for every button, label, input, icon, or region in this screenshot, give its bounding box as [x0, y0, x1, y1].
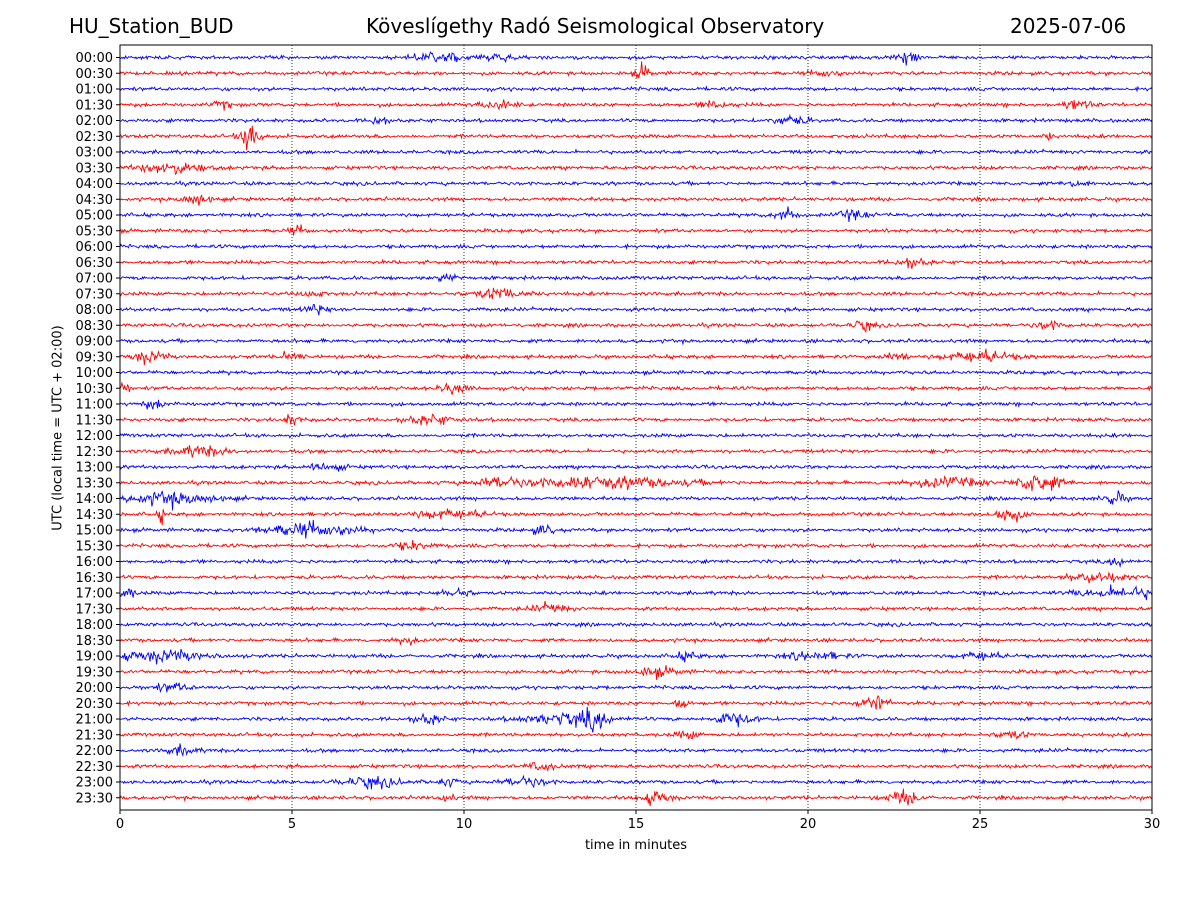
x-axis-label: time in minutes: [584, 838, 688, 853]
trace-0900: [119, 337, 1153, 346]
x-tick-label-6: 30: [1144, 817, 1161, 832]
y-tick-label-0: 00:00: [76, 51, 113, 66]
y-tick-label-21: 10:30: [76, 382, 113, 397]
y-tick-label-36: 18:00: [76, 618, 113, 633]
trace-0500: [119, 206, 1153, 222]
trace-0030: [119, 61, 1153, 79]
y-tick-label-40: 20:00: [76, 681, 113, 696]
trace-0430: [119, 194, 1153, 206]
x-tick-label-5: 25: [972, 817, 989, 832]
trace-1800: [119, 620, 1153, 629]
y-axis-label: UTC (local time = UTC + 02:00): [50, 325, 66, 531]
y-tick-label-13: 06:30: [76, 256, 113, 271]
y-tick-label-19: 09:30: [76, 350, 113, 365]
y-tick-label-5: 02:30: [76, 130, 113, 145]
y-tick-label-9: 04:30: [76, 193, 113, 208]
trace-1000: [119, 369, 1153, 377]
y-tick-label-26: 13:00: [76, 461, 113, 476]
y-tick-label-12: 06:00: [76, 240, 113, 255]
trace-1900: [119, 648, 1153, 665]
y-tick-label-45: 22:30: [76, 760, 113, 775]
trace-1100: [119, 399, 1153, 410]
y-tick-label-27: 13:30: [76, 476, 113, 491]
x-tick-label-2: 10: [456, 817, 473, 832]
y-tick-label-2: 01:00: [76, 83, 113, 98]
y-tick-label-4: 02:00: [76, 114, 113, 129]
y-tick-label-34: 17:00: [76, 587, 113, 602]
y-tick-label-42: 21:00: [76, 713, 113, 728]
y-tick-label-14: 07:00: [76, 272, 113, 287]
y-tick-label-44: 22:00: [76, 744, 113, 759]
y-tick-label-17: 08:30: [76, 319, 113, 334]
y-tick-label-32: 16:00: [76, 555, 113, 570]
y-tick-label-24: 12:00: [76, 429, 113, 444]
trace-2300: [119, 774, 1153, 791]
y-tick-label-1: 00:30: [76, 67, 113, 82]
y-tick-label-41: 20:30: [76, 697, 113, 712]
y-tick-label-30: 15:00: [76, 524, 113, 539]
trace-0300: [119, 148, 1153, 156]
y-tick-label-35: 17:30: [76, 602, 113, 617]
y-tick-label-39: 19:30: [76, 665, 113, 680]
y-tick-label-37: 18:30: [76, 634, 113, 649]
trace-0830: [120, 319, 1153, 334]
trace-2100: [119, 706, 1153, 733]
y-tick-label-47: 23:30: [76, 791, 113, 806]
y-tick-label-6: 03:00: [76, 146, 113, 161]
trace-0700: [119, 272, 1153, 283]
date-title: 2025-07-06: [1010, 14, 1127, 38]
trace-1530: [119, 540, 1153, 551]
trace-1830: [119, 636, 1153, 646]
x-tick-label-0: 0: [116, 817, 124, 832]
trace-0100: [119, 85, 1153, 93]
y-tick-label-8: 04:00: [76, 177, 113, 192]
station-title: HU_Station_BUD: [69, 14, 234, 38]
y-tick-label-22: 11:00: [76, 398, 113, 413]
y-tick-label-20: 10:00: [76, 366, 113, 381]
y-tick-label-10: 05:00: [76, 209, 113, 224]
trace-1500: [119, 519, 1153, 539]
trace-2330: [119, 788, 1153, 807]
trace-0530: [119, 224, 1153, 236]
y-tick-label-11: 05:30: [76, 224, 113, 239]
trace-2130: [119, 730, 1153, 741]
y-tick-label-28: 14:00: [76, 492, 113, 507]
trace-1730: [119, 600, 1153, 613]
trace-1930: [119, 665, 1153, 680]
y-tick-label-25: 12:30: [76, 445, 113, 460]
y-tick-label-38: 19:00: [76, 650, 113, 665]
observatory-title: Köveslígethy Radó Seismological Observat…: [366, 14, 825, 38]
x-tick-label-3: 15: [628, 817, 645, 832]
y-tick-label-18: 09:00: [76, 335, 113, 350]
y-tick-label-15: 07:30: [76, 287, 113, 302]
x-tick-label-1: 5: [288, 817, 296, 832]
y-tick-label-16: 08:00: [76, 303, 113, 318]
trace-2230: [119, 761, 1153, 772]
trace-1630: [119, 571, 1153, 584]
y-tick-label-3: 01:30: [76, 98, 113, 113]
y-tick-label-29: 14:30: [76, 508, 113, 523]
y-tick-label-7: 03:30: [76, 161, 113, 176]
y-tick-label-23: 11:30: [76, 413, 113, 428]
y-tick-label-46: 23:00: [76, 776, 113, 791]
y-tick-label-31: 15:30: [76, 539, 113, 554]
y-tick-label-43: 21:30: [76, 728, 113, 743]
y-tick-label-33: 16:30: [76, 571, 113, 586]
trace-1300: [119, 462, 1153, 472]
x-tick-label-4: 20: [800, 817, 817, 832]
